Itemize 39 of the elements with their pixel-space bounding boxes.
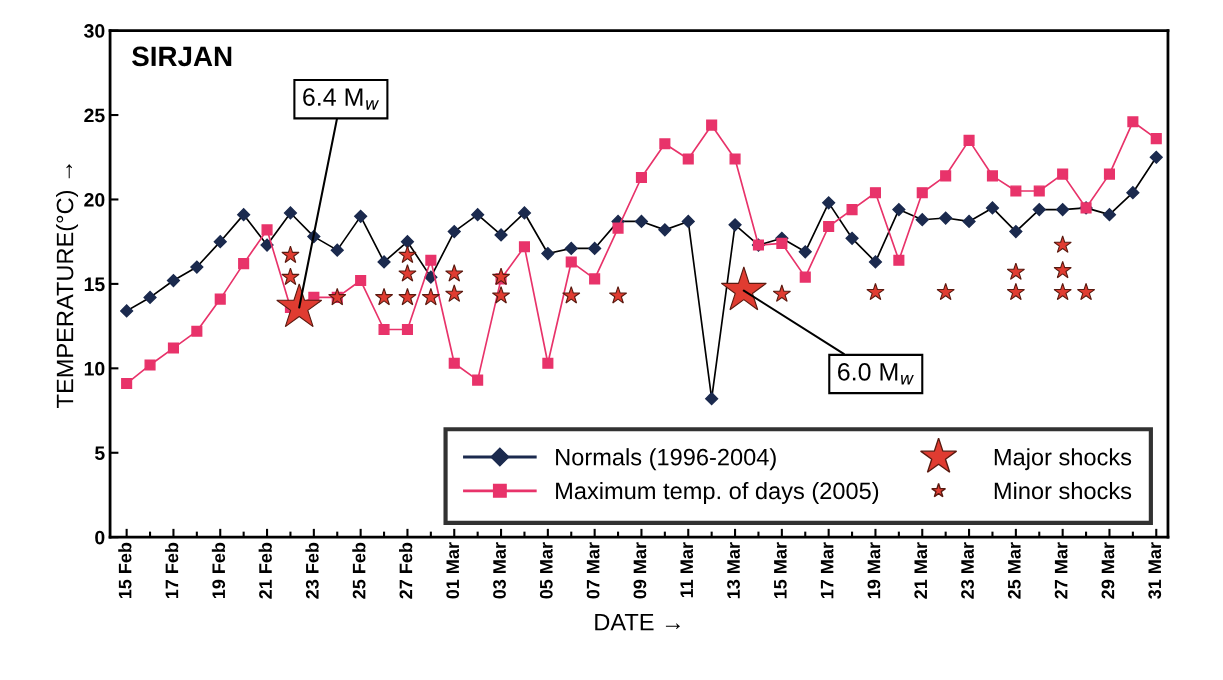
x-tick-label: 15 Feb — [118, 542, 132, 599]
x-tick-label: 25 Mar — [1007, 542, 1021, 599]
x-tick-label: 07 Mar — [586, 542, 600, 599]
y-tick-label: 10 — [84, 361, 105, 376]
x-tick-label: 03 Mar — [493, 542, 506, 599]
x-tick-label: 19 Feb — [211, 542, 226, 599]
y-axis-title: TEMPERATURE(°C) → — [56, 164, 79, 408]
chart-title: SIRJAN — [132, 46, 232, 67]
y-tick-label: 5 — [94, 446, 105, 460]
x-tick-label: 23 Feb — [305, 542, 319, 599]
y-tick-label: 0 — [95, 530, 105, 545]
x-tick-label: 27 Mar — [1054, 542, 1068, 599]
x-tick-label: 15 Mar — [774, 542, 787, 599]
legend-label: Major shocks — [994, 448, 1132, 471]
y-tick-label: 15 — [84, 277, 105, 292]
x-tick-label: 27 Feb — [399, 542, 413, 599]
x-tick-label: 23 Mar — [961, 542, 974, 599]
x-tick-label: 17 Mar — [820, 542, 834, 599]
x-tick-label: 05 Mar — [539, 542, 553, 599]
x-tick-label: 29 Mar — [1101, 542, 1115, 599]
legend-label: Normals (1996-2004) — [556, 448, 776, 471]
legend-label: Minor shocks — [994, 481, 1132, 500]
x-tick-label: 21 Mar — [914, 542, 928, 599]
x-tick-label: 25 Feb — [352, 542, 366, 599]
legend-label: Maximum temp. of days (2005) — [556, 481, 879, 504]
annotation: 6.0 M$_{w}$ — [838, 362, 914, 385]
x-tick-label: 09 Mar — [633, 542, 647, 599]
x-tick-label: 19 Mar — [867, 542, 881, 599]
x-tick-label: 13 Mar — [727, 542, 740, 599]
x-tick-label: 17 Feb — [165, 542, 179, 599]
x-tick-label: 31 Mar — [1148, 542, 1162, 599]
y-tick-label: 25 — [84, 108, 105, 123]
y-tick-label: 30 — [84, 24, 105, 38]
x-tick-label: 11 Mar — [680, 542, 694, 598]
x-axis-title: DATE → — [595, 614, 680, 631]
annotation: 6.4 M$_{w}$ — [303, 88, 379, 110]
x-tick-label: 21 Feb — [258, 542, 272, 599]
y-tick-label: 20 — [84, 192, 105, 207]
x-tick-label: 01 Mar — [446, 542, 460, 599]
